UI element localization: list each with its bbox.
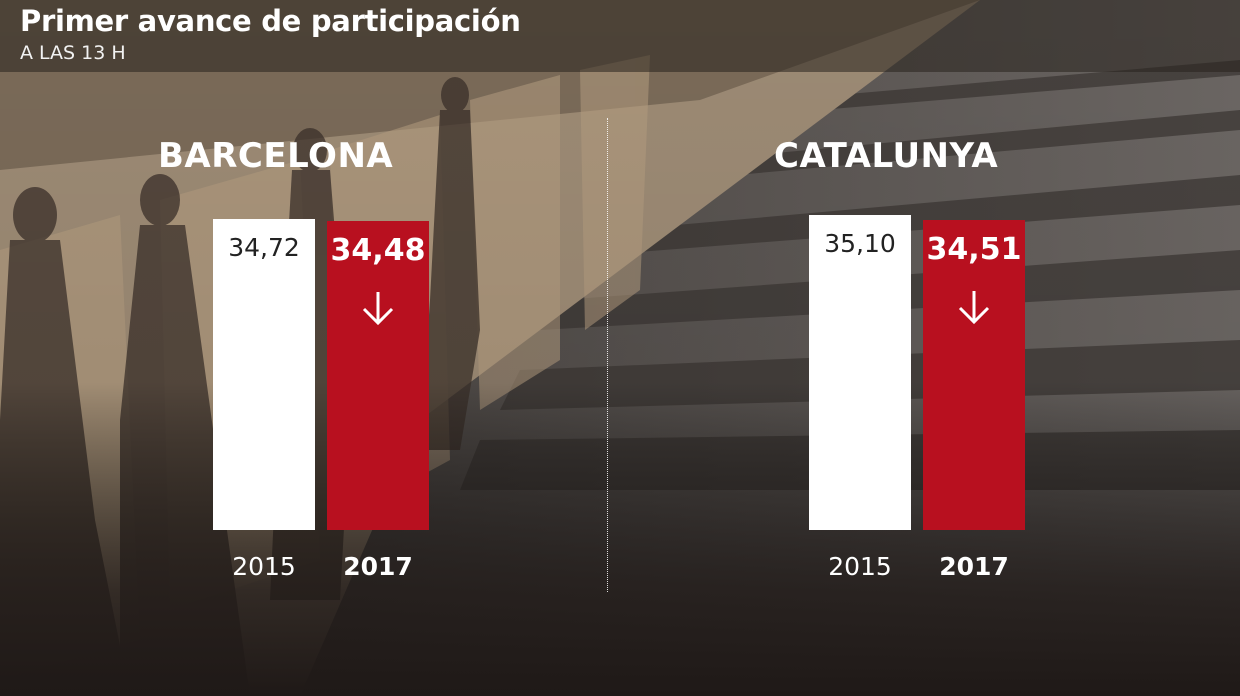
value-label-catalunya-2015: 35,10 bbox=[824, 229, 896, 259]
value-label-barcelona-2015: 34,72 bbox=[228, 232, 300, 262]
bar-barcelona-2015 bbox=[213, 218, 315, 530]
arrow-down-icon bbox=[958, 291, 990, 325]
category-label-barcelona-2017: 2017 bbox=[343, 552, 413, 581]
category-label-barcelona-2015: 2015 bbox=[232, 552, 296, 581]
bar-catalunya-2017 bbox=[923, 220, 1025, 530]
value-label-catalunya-2017: 34,51 bbox=[926, 232, 1022, 268]
bar-barcelona-2017 bbox=[327, 220, 429, 530]
chart-title-barcelona: BARCELONA bbox=[158, 136, 394, 176]
bar-catalunya-2015 bbox=[809, 215, 911, 530]
page-title: Primer avance de participación bbox=[20, 4, 521, 38]
value-label-barcelona-2017: 34,48 bbox=[330, 232, 426, 268]
category-label-catalunya-2015: 2015 bbox=[828, 552, 892, 581]
chart-title-catalunya: CATALUNYA bbox=[774, 136, 999, 176]
header-band: Primer avance de participación A LAS 13 … bbox=[0, 0, 1240, 72]
panel-divider bbox=[607, 118, 608, 592]
page-subtitle: A LAS 13 H bbox=[20, 42, 126, 64]
category-label-catalunya-2017: 2017 bbox=[939, 552, 1009, 581]
arrow-down-icon bbox=[362, 291, 394, 325]
